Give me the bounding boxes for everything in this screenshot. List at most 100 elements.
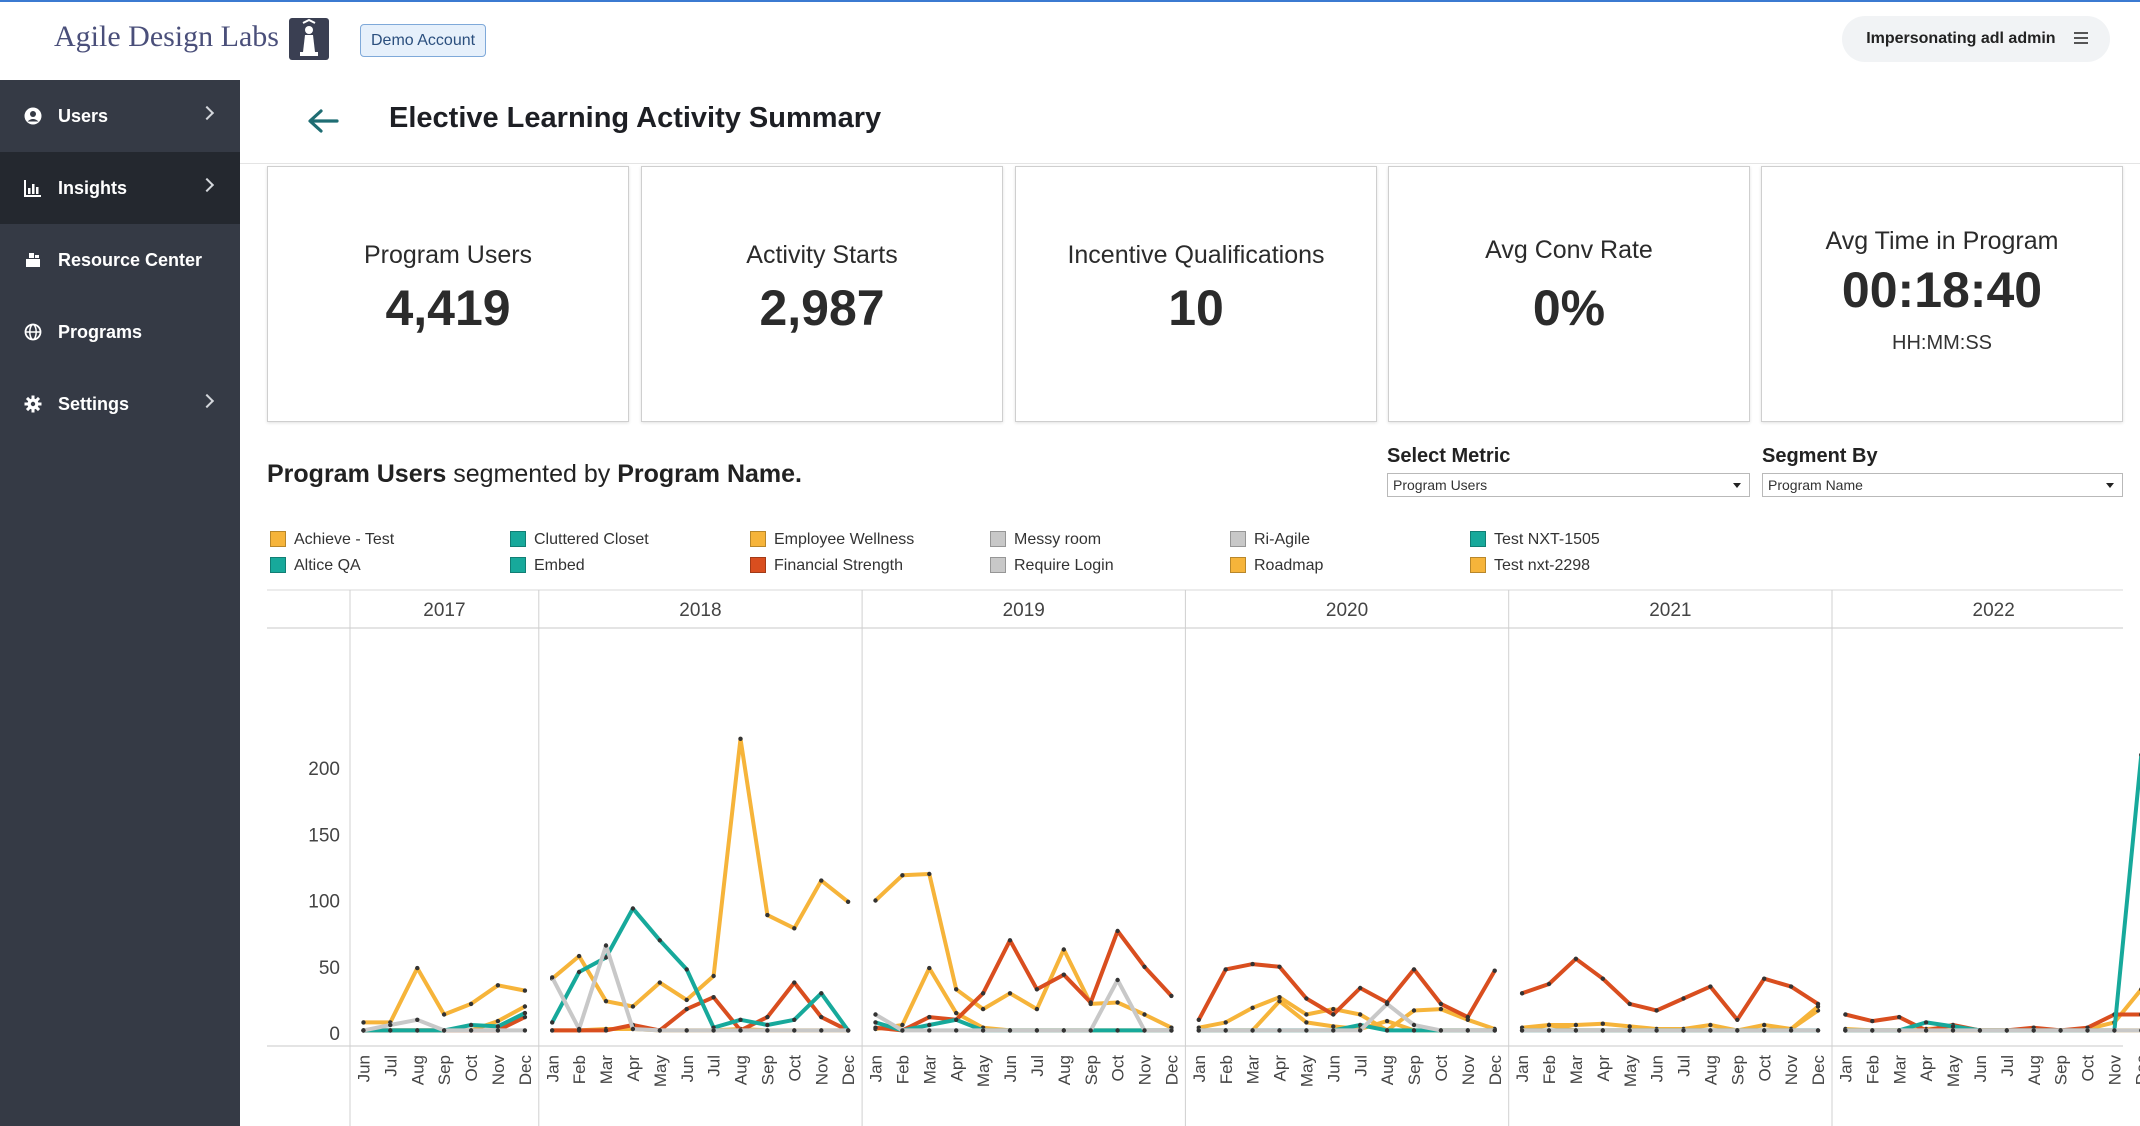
chevron-right-icon bbox=[199, 105, 215, 121]
data-point bbox=[1438, 1006, 1444, 1012]
legend-item[interactable]: Employee Wellness bbox=[750, 530, 914, 554]
sidebar-item-users[interactable]: Users bbox=[0, 80, 240, 152]
series-line-financial-strength bbox=[1196, 962, 1497, 1022]
data-point bbox=[954, 1028, 959, 1033]
data-point bbox=[1007, 1028, 1013, 1033]
month-tick-label: Mar bbox=[920, 1055, 939, 1085]
chart-heading-middle: segmented by bbox=[446, 460, 618, 488]
chart-heading-segment: Program Name. bbox=[617, 460, 802, 488]
caret-down-icon bbox=[2106, 483, 2114, 488]
month-tick-label: Mar bbox=[597, 1055, 616, 1085]
data-point bbox=[1250, 1028, 1255, 1033]
month-tick-label: Sep bbox=[435, 1055, 454, 1085]
month-tick-label: Nov bbox=[1782, 1055, 1801, 1086]
data-point bbox=[1304, 996, 1309, 1001]
segment-by-label: Segment By bbox=[1762, 445, 1878, 467]
data-point bbox=[1923, 1028, 1929, 1033]
brand-logo-icon[interactable] bbox=[289, 18, 329, 60]
data-point bbox=[657, 938, 662, 943]
chart-heading: Program Users segmented by Program Name. bbox=[267, 460, 802, 489]
select-metric-dropdown[interactable]: Program Users bbox=[1387, 473, 1750, 497]
hamburger-menu-icon bbox=[2074, 32, 2088, 44]
sidebar-item-programs[interactable]: Programs bbox=[0, 296, 240, 368]
box-icon bbox=[26, 253, 40, 267]
data-point bbox=[1519, 1028, 1525, 1033]
legend-swatch bbox=[270, 531, 286, 547]
month-tick-label: Sep bbox=[1728, 1055, 1747, 1085]
data-point bbox=[1573, 1022, 1579, 1028]
kpi-card-incentive-qualifications: Incentive Qualifications 10 bbox=[1015, 166, 1377, 422]
kpi-value: 10 bbox=[1168, 280, 1224, 336]
month-tick-label: Dec bbox=[1486, 1055, 1505, 1086]
back-arrow-icon[interactable] bbox=[306, 106, 340, 136]
data-point bbox=[1977, 1028, 1983, 1033]
month-tick-label: Nov bbox=[1136, 1055, 1155, 1086]
data-point bbox=[1492, 968, 1497, 973]
data-point bbox=[1277, 964, 1282, 969]
data-point bbox=[684, 1006, 689, 1012]
legend-swatch bbox=[1470, 531, 1486, 547]
data-point bbox=[765, 912, 770, 918]
data-point bbox=[1708, 1022, 1713, 1028]
month-tick-label: Mar bbox=[1244, 1055, 1263, 1085]
data-point bbox=[792, 1017, 797, 1022]
data-point bbox=[927, 1028, 932, 1033]
legend-item[interactable]: Messy room bbox=[990, 530, 1101, 554]
line-chart: 0 50 100 150 200 2017 Jun Jul Aug Sep Oct Nov Dec 201… bbox=[267, 589, 2140, 1126]
sidebar-item-resource-center[interactable]: Resource Center bbox=[0, 224, 240, 296]
month-tick-label: Jun bbox=[1648, 1055, 1667, 1082]
kpi-label: Activity Starts bbox=[746, 241, 898, 269]
month-tick-label: Sep bbox=[758, 1055, 777, 1085]
data-point bbox=[522, 1014, 528, 1020]
month-tick-label: Jun bbox=[678, 1055, 697, 1082]
data-point bbox=[792, 980, 797, 985]
data-point bbox=[1061, 947, 1066, 952]
data-point bbox=[1762, 1028, 1767, 1033]
legend-item[interactable]: Achieve - Test bbox=[270, 530, 394, 554]
data-point bbox=[1088, 1028, 1093, 1033]
legend-item[interactable]: Ri-Agile bbox=[1230, 530, 1310, 554]
data-point bbox=[980, 1028, 986, 1033]
month-tick-label: Mar bbox=[1890, 1055, 1909, 1085]
legend-item[interactable]: Embed bbox=[510, 556, 585, 580]
data-point bbox=[361, 1020, 366, 1025]
impersonation-menu-button[interactable]: Impersonating adl admin bbox=[1842, 16, 2110, 62]
legend-item[interactable]: Roadmap bbox=[1230, 556, 1323, 580]
legend-label: Roadmap bbox=[1254, 557, 1324, 574]
segment-by-dropdown[interactable]: Program Name bbox=[1762, 473, 2123, 497]
sidebar-item-settings[interactable]: Settings bbox=[0, 368, 240, 440]
month-tick-label: Nov bbox=[1459, 1055, 1478, 1086]
legend-item[interactable]: Altice QA bbox=[270, 556, 361, 580]
data-point bbox=[1465, 1028, 1471, 1033]
legend-item[interactable]: Cluttered Closet bbox=[510, 530, 649, 554]
legend-item[interactable]: Test NXT-1505 bbox=[1470, 530, 1600, 554]
data-point bbox=[1142, 964, 1147, 969]
data-point bbox=[1870, 1018, 1875, 1024]
data-point bbox=[1573, 1028, 1579, 1033]
data-point bbox=[1519, 991, 1525, 996]
data-point bbox=[630, 1026, 636, 1032]
month-tick-label: Jun bbox=[1324, 1055, 1343, 1082]
legend-swatch bbox=[510, 557, 526, 573]
month-tick-label: Dec bbox=[839, 1055, 858, 1086]
month-tick-label: Dec bbox=[1809, 1055, 1828, 1086]
legend-item[interactable]: Test nxt-2298 bbox=[1470, 556, 1590, 580]
data-point bbox=[954, 987, 959, 992]
data-point bbox=[657, 980, 662, 985]
data-point bbox=[711, 1028, 716, 1033]
month-tick-label: Apr bbox=[1271, 1055, 1290, 1082]
brand-name[interactable]: Agile Design Labs bbox=[54, 20, 279, 53]
data-point bbox=[1277, 999, 1282, 1004]
data-point bbox=[2004, 1028, 2010, 1033]
legend-label: Employee Wellness bbox=[774, 531, 915, 548]
legend-item[interactable]: Financial Strength bbox=[750, 556, 903, 580]
month-tick-label: Oct bbox=[462, 1055, 481, 1082]
month-tick-label: Feb bbox=[1540, 1055, 1559, 1084]
data-point bbox=[1492, 1028, 1497, 1033]
data-point bbox=[711, 973, 716, 979]
legend-swatch bbox=[750, 531, 766, 547]
chart-heading-metric: Program Users bbox=[267, 460, 447, 488]
data-point bbox=[711, 995, 716, 1000]
legend-item[interactable]: Require Login bbox=[990, 556, 1114, 580]
sidebar-item-insights[interactable]: Insights bbox=[0, 152, 240, 224]
